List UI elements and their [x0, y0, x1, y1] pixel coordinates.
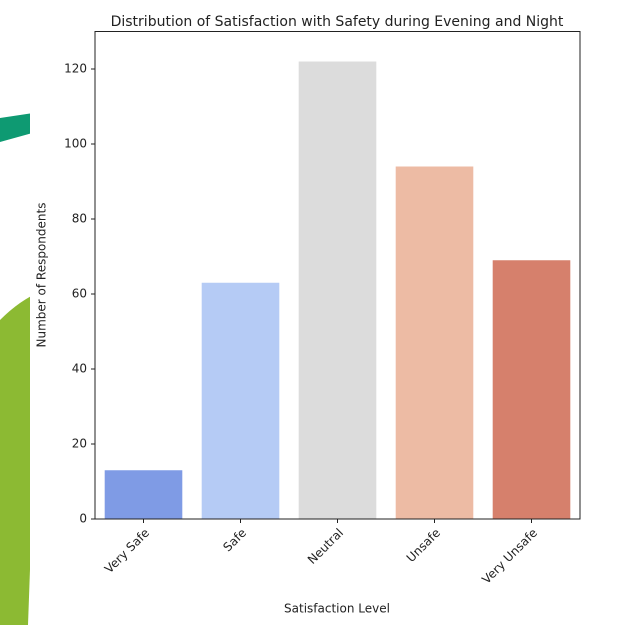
y-axis-label: Number of Respondents [35, 203, 49, 348]
y-tick-label: 40 [72, 362, 87, 376]
y-tick-label: 80 [72, 212, 87, 226]
chart-title: Distribution of Satisfaction with Safety… [111, 14, 564, 30]
bar [298, 61, 377, 519]
y-tick-label: 20 [72, 437, 87, 451]
y-tick-label: 0 [79, 512, 87, 526]
y-tick-label: 100 [64, 137, 87, 151]
bar [395, 166, 474, 519]
plot-frame [94, 31, 581, 520]
bar [201, 282, 280, 519]
y-tick-label: 120 [64, 62, 87, 76]
bar [492, 260, 571, 519]
y-tick-label: 60 [72, 287, 87, 301]
bar [104, 470, 183, 519]
x-axis-label: Satisfaction Level [284, 602, 390, 616]
